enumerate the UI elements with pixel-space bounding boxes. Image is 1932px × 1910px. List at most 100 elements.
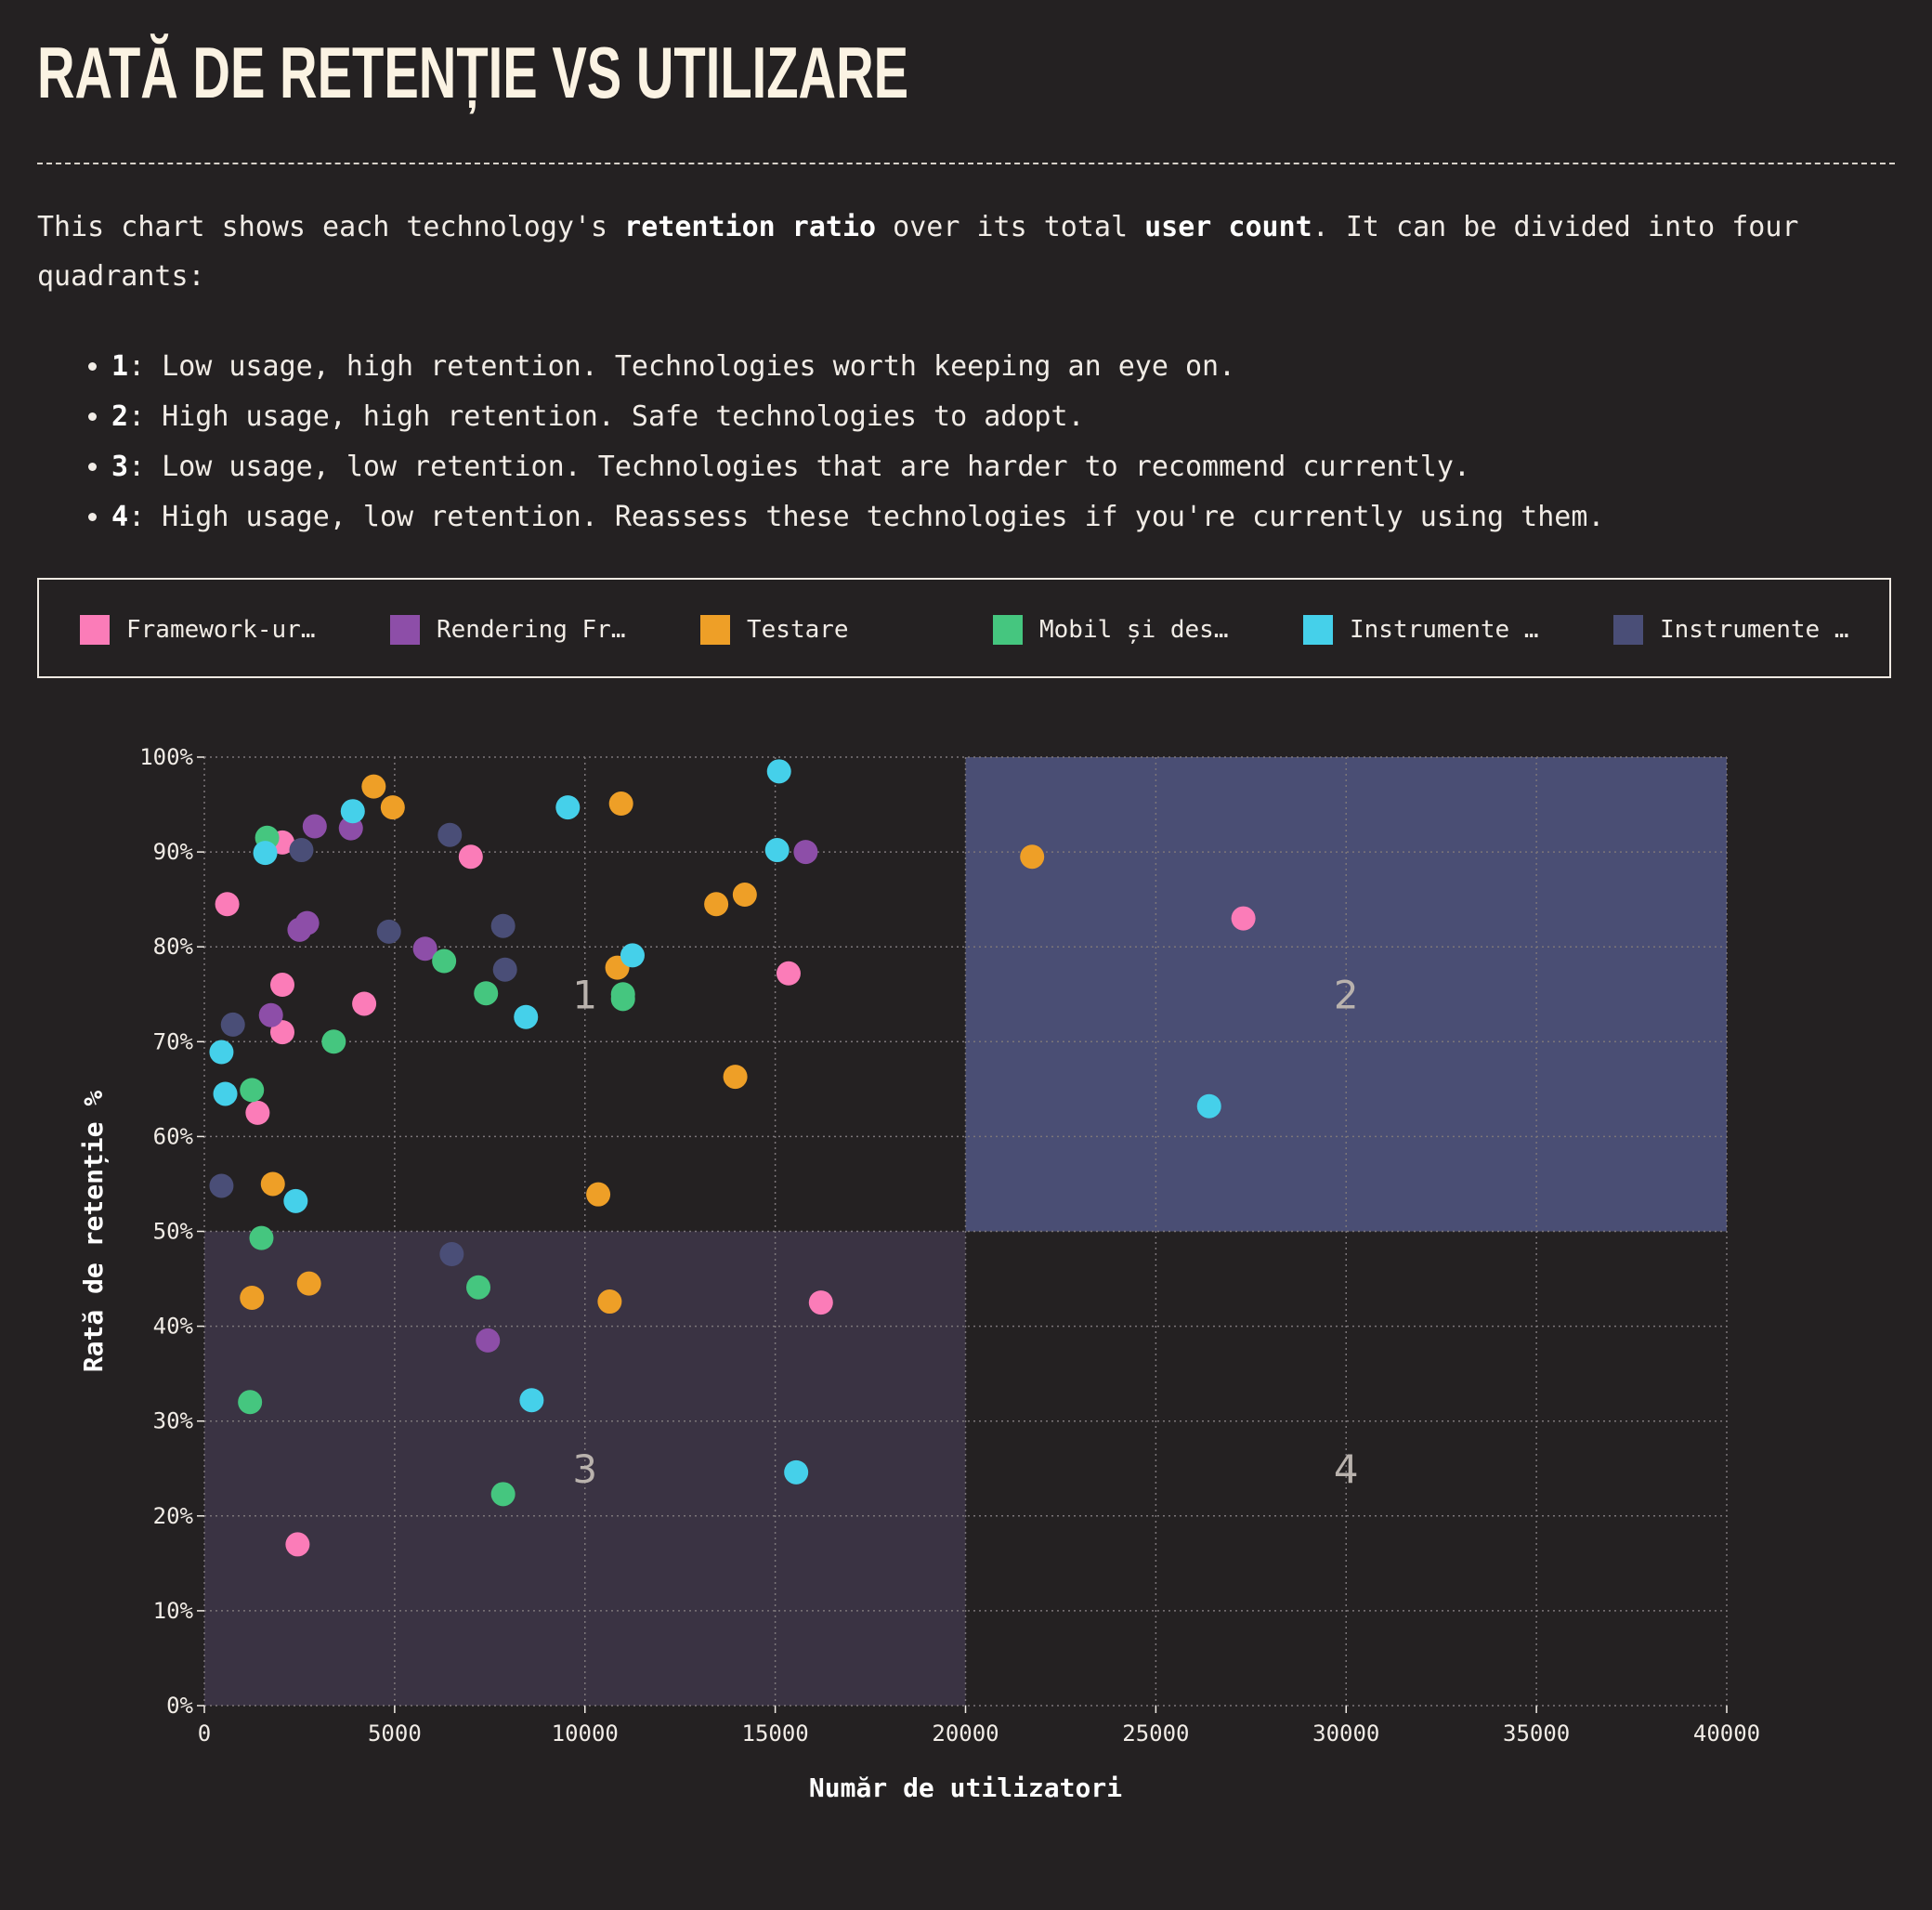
data-point-series-2 [294,910,320,935]
legend-swatch [993,615,1023,645]
y-axis: 0% 10% 20% 30% 40% 50% 60% 70% 80% 90% 100% [139,744,204,1719]
quadrant-description: : High usage, low retention. Reassess th… [128,501,1605,533]
page-title: RATĂ DE RETENȚIE VS UTILIZARE [37,32,909,113]
x-tick-label: 5000 [368,1720,422,1746]
quadrant-label-2: 2 [1334,972,1359,1017]
data-point-series-5 [784,1459,809,1485]
data-point-series-4 [249,1225,274,1250]
data-point-series-2 [476,1328,501,1353]
quadrant-label-1: 1 [572,972,597,1017]
scatter-chart: 1 2 3 4 0 5000 10000 15000 20000 25000 30000 35000… [78,744,1760,1803]
y-tick-label: 0% [166,1693,193,1719]
y-tick-label: 80% [153,934,194,960]
data-point-series-4 [610,987,635,1012]
data-point-series-3 [597,1289,622,1315]
legend-item-rendering[interactable]: Rendering Fr… [390,615,626,645]
x-tick-label: 0 [198,1720,211,1746]
data-point-series-2 [793,840,818,865]
quadrant-list: 1: Low usage, high retention. Technologi… [37,342,1604,543]
data-point-series-1 [1231,906,1256,931]
data-point-series-3 [586,1182,611,1207]
data-point-series-6 [490,913,516,938]
legend-label: Testare [747,616,849,644]
intro-text-2: over its total [876,211,1145,243]
data-point-series-3 [260,1171,285,1197]
intro-text-1: This chart shows each technology's [37,211,625,243]
data-point-series-2 [302,814,327,839]
legend-item-tools-1[interactable]: Instrumente … [1303,615,1539,645]
quadrant-description: : High usage, high retention. Safe techn… [128,400,1085,433]
data-point-series-5 [764,838,790,863]
quadrant-number: 2 [111,400,129,433]
x-tick-label: 40000 [1693,1720,1760,1746]
chart-description: This chart shows each technology's reten… [37,203,1895,301]
legend-label: Framework-ur… [126,616,316,644]
data-point-series-5 [1196,1093,1221,1119]
y-tick-label: 10% [153,1598,194,1624]
data-point-series-1 [808,1290,833,1315]
quadrant-labels: 1 2 3 4 [572,972,1358,1492]
data-point-series-1 [352,991,377,1016]
data-point-series-3 [732,883,757,908]
x-tick-label: 35000 [1503,1720,1570,1746]
data-point-series-6 [437,822,463,847]
data-point-series-4 [466,1275,491,1300]
data-point-series-2 [412,936,437,962]
quadrant-label-3: 3 [572,1446,597,1492]
data-point-series-5 [209,1040,234,1065]
data-point-series-3 [240,1285,265,1310]
data-point-series-5 [514,1004,539,1029]
y-tick-label: 40% [153,1314,194,1340]
x-axis-title: Număr de utilizatori [809,1773,1122,1803]
quadrant-number: 4 [111,501,129,533]
x-axis: 0 5000 10000 15000 20000 25000 30000 35000 40000 [198,1706,1760,1746]
data-point-series-1 [458,844,483,870]
x-tick-label: 30000 [1312,1720,1379,1746]
legend-swatch [80,615,110,645]
data-point-series-5 [620,943,645,968]
legend-swatch [1613,615,1643,645]
data-point-series-1 [215,892,240,917]
y-tick-label: 90% [153,839,194,865]
data-point-series-3 [361,774,386,799]
quadrant-item-1: 1: Low usage, high retention. Technologi… [111,342,1604,392]
intro-bold-retention: retention ratio [624,211,877,243]
quadrant-number: 3 [111,451,129,483]
x-tick-label: 25000 [1122,1720,1189,1746]
data-point-series-3 [723,1065,748,1090]
y-tick-label: 30% [153,1408,194,1434]
data-point-series-5 [213,1081,238,1106]
legend-swatch [390,615,420,645]
x-tick-label: 10000 [552,1720,619,1746]
intro-bold-user-count: user count [1144,211,1312,243]
data-point-series-1 [285,1532,310,1557]
data-point-series-1 [776,961,801,986]
data-point-series-3 [608,791,633,817]
data-point-series-1 [269,973,294,998]
data-point-series-2 [258,1002,283,1027]
legend-item-frameworks[interactable]: Framework-ur… [80,615,316,645]
data-point-series-5 [766,759,791,784]
legend-label: Instrumente … [1660,616,1849,644]
title-divider [37,163,1895,164]
y-tick-label: 100% [139,744,193,770]
data-point-series-4 [238,1390,263,1415]
data-point-series-5 [283,1188,308,1213]
data-point-series-5 [519,1388,544,1413]
data-point-series-3 [380,795,405,820]
quadrant-item-3: 3: Low usage, low retention. Technologie… [111,442,1604,492]
legend-item-tools-2[interactable]: Instrumente … [1613,615,1849,645]
data-point-series-3 [296,1271,321,1296]
data-point-series-4 [432,948,457,974]
legend-item-testing[interactable]: Testare [700,615,849,645]
legend-swatch [1303,615,1333,645]
quadrant-number: 1 [111,350,129,383]
data-point-series-4 [474,981,499,1006]
data-point-series-3 [704,892,729,917]
data-points [209,759,1256,1557]
intro-text-3: . It can be divided into four quadrants: [37,211,1799,293]
data-point-series-1 [245,1100,270,1125]
legend-swatch [700,615,730,645]
legend-item-mobile-desktop[interactable]: Mobil și des… [993,615,1229,645]
y-tick-label: 50% [153,1219,194,1245]
